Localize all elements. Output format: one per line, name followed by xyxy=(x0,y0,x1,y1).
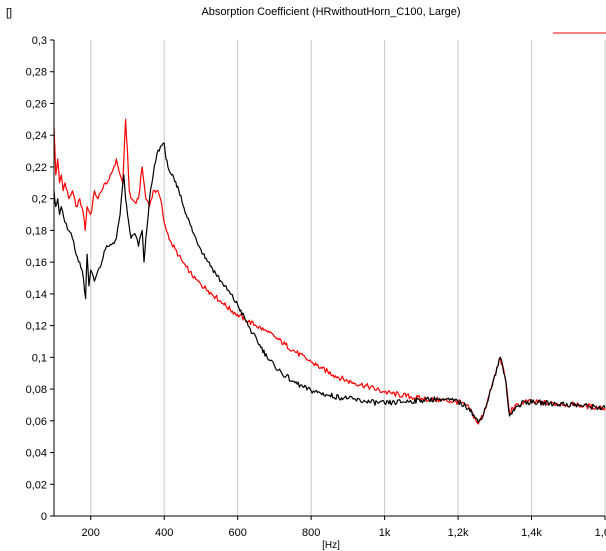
y-tick-label: 0,1 xyxy=(32,352,47,364)
x-tick-label: 400 xyxy=(155,527,173,539)
x-tick-label: 1,6k xyxy=(595,527,606,539)
x-tick-label: 1k xyxy=(379,527,391,539)
x-tick-label: 800 xyxy=(302,527,320,539)
series-lines xyxy=(53,118,606,425)
y-tick-label: 0,16 xyxy=(26,257,47,269)
y-tick-label: 0,22 xyxy=(26,162,47,174)
y-tick-label: 0,2 xyxy=(32,194,47,206)
x-tick-label: 1,4k xyxy=(521,527,542,539)
x-axis-label: [Hz] xyxy=(322,540,340,551)
corner-label: [] xyxy=(6,7,12,19)
axes xyxy=(50,39,606,520)
series-line-0 xyxy=(53,118,606,425)
y-tick-label: 0,08 xyxy=(26,384,47,396)
y-tick-label: 0,24 xyxy=(26,130,47,142)
grid xyxy=(90,40,606,516)
y-tick-label: 0,06 xyxy=(26,416,47,428)
y-tick-label: 0,18 xyxy=(26,225,47,237)
y-tick-label: 0,04 xyxy=(26,448,47,460)
tick-labels: 200 400 600 800 1k 1,2k 1,4k 1,6k 0 0,02 0,04 0,06 0… xyxy=(26,35,606,539)
series-line-1 xyxy=(53,142,606,423)
chart-title: Absorption Coefficient (HRwithoutHorn_C1… xyxy=(201,6,460,18)
x-tick-label: 200 xyxy=(82,527,100,539)
y-tick-label: 0,12 xyxy=(26,321,47,333)
y-tick-label: 0,3 xyxy=(32,35,47,47)
x-tick-label: 600 xyxy=(228,527,246,539)
y-tick-label: 0 xyxy=(41,511,47,523)
y-tick-label: 0,02 xyxy=(26,479,47,491)
y-tick-label: 0,14 xyxy=(26,289,47,301)
x-tick-label: 1,2k xyxy=(448,527,469,539)
y-tick-label: 0,26 xyxy=(26,98,47,110)
y-tick-label: 0,28 xyxy=(26,67,47,79)
